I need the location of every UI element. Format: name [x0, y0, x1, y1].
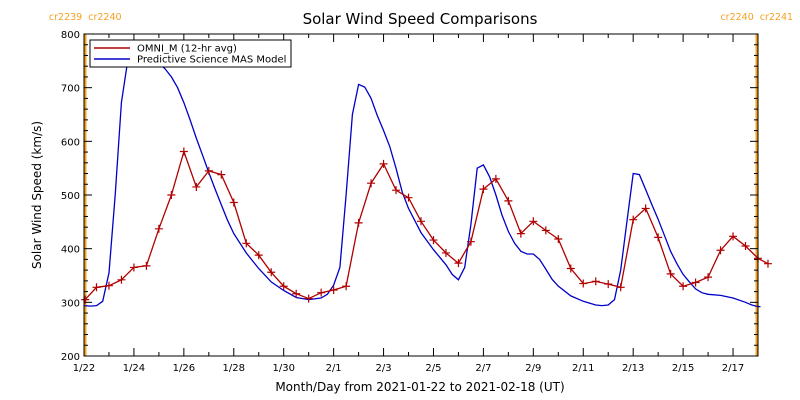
series-line-1 [83, 55, 761, 308]
data-point-marker [763, 259, 772, 268]
data-point-marker [379, 159, 388, 168]
data-point-marker [716, 246, 725, 255]
axes: 200 300 400 500 600 700 800 1/22 1/24 1/26 1/28 1/3… [61, 30, 759, 374]
data-point-marker [81, 295, 90, 304]
x-tick-label: 1/24 [123, 363, 145, 374]
data-point-marker [504, 196, 513, 205]
data-point-marker [629, 215, 638, 224]
data-point-marker [516, 229, 525, 238]
data-point-marker [104, 281, 113, 290]
data-point-marker [367, 179, 376, 188]
y-tick-label: 300 [61, 298, 80, 309]
carrington-label-right: cr2241 [760, 12, 793, 23]
carrington-label-left: cr2239 [49, 12, 82, 23]
legend-box [89, 39, 292, 68]
data-point-marker [142, 261, 151, 270]
data-point-marker [741, 241, 750, 250]
legend-entry: OMNI_M (12-hr avg) [137, 44, 237, 55]
x-tick-label: 2/5 [425, 363, 441, 374]
data-point-marker [117, 275, 126, 284]
x-tick-label: 1/22 [73, 363, 95, 374]
x-tick-label: 1/30 [272, 363, 294, 374]
x-tick-label: 2/7 [475, 363, 491, 374]
data-point-marker [329, 285, 338, 294]
carrington-label-right: cr2240 [88, 12, 121, 23]
data-point-marker [279, 282, 288, 291]
x-tick-label: 1/28 [223, 363, 245, 374]
data-point-marker [491, 174, 500, 183]
data-point-marker [217, 170, 226, 179]
chart-title: Solar Wind Speed Comparisons [303, 10, 538, 28]
data-point-marker [729, 232, 738, 241]
y-tick-label: 200 [61, 352, 80, 363]
data-point-marker [204, 166, 213, 175]
data-point-marker [429, 236, 438, 245]
y-tick-label: 700 [61, 84, 80, 95]
data-point-marker [154, 224, 163, 233]
data-point-marker [591, 277, 600, 286]
y-tick-label: 600 [61, 137, 80, 148]
data-point-marker [254, 251, 263, 260]
x-tick-label: 2/9 [525, 363, 541, 374]
x-tick-label: 2/11 [572, 363, 594, 374]
y-axis-label: Solar Wind Speed (km/s) [30, 121, 44, 269]
x-tick-label: 1/26 [173, 363, 195, 374]
data-point-marker [466, 237, 475, 246]
data-point-marker [579, 279, 588, 288]
legend: OMNI_M (12-hr avg)Predictive Science MAS… [89, 39, 292, 68]
x-axis-label: Month/Day from 2021-01-22 to 2021-02-18 … [275, 380, 564, 394]
data-point-marker [92, 283, 101, 292]
data-point-marker [192, 182, 201, 191]
data-point-marker [566, 264, 575, 273]
carrington-label-left: cr2240 [720, 12, 753, 23]
series-line-0 [84, 149, 769, 301]
x-tick-label: 2/1 [326, 363, 342, 374]
y-tick-label: 400 [61, 245, 80, 256]
x-tick-label: 2/17 [722, 363, 744, 374]
data-point-marker [417, 217, 425, 226]
data-point-marker [554, 235, 563, 244]
data-point-marker [616, 283, 625, 292]
data-point-marker [179, 147, 188, 156]
y-tick-label: 800 [61, 30, 80, 41]
data-point-marker [704, 273, 713, 282]
data-point-marker [529, 217, 538, 226]
x-tick-label: 2/15 [672, 363, 694, 374]
x-tick-label: 2/13 [622, 363, 644, 374]
data-point-marker [479, 185, 488, 194]
data-point-marker [679, 282, 688, 291]
x-tick-label: 2/3 [376, 363, 392, 374]
y-tick-label: 500 [61, 191, 80, 202]
data-point-marker [317, 288, 326, 297]
data-point-marker [167, 191, 176, 199]
data-point-marker [267, 268, 276, 277]
data-series [81, 55, 772, 308]
plot-frame [83, 33, 759, 357]
data-point-marker [404, 193, 413, 202]
data-point-marker [541, 226, 550, 235]
data-point-marker [292, 289, 301, 298]
data-point-marker [229, 198, 238, 207]
data-point-marker [354, 218, 363, 227]
legend-entry: Predictive Science MAS Model [137, 55, 286, 66]
data-point-marker [654, 233, 663, 242]
data-point-marker [641, 204, 650, 213]
data-point-marker [242, 239, 251, 248]
data-point-marker [129, 263, 138, 272]
data-point-marker [691, 278, 700, 287]
data-point-marker [304, 294, 313, 303]
data-point-marker [441, 248, 450, 257]
data-point-marker [666, 269, 675, 278]
data-point-marker [392, 186, 401, 195]
data-point-marker [604, 280, 613, 289]
data-point-marker [454, 259, 463, 268]
data-point-marker [342, 282, 351, 291]
